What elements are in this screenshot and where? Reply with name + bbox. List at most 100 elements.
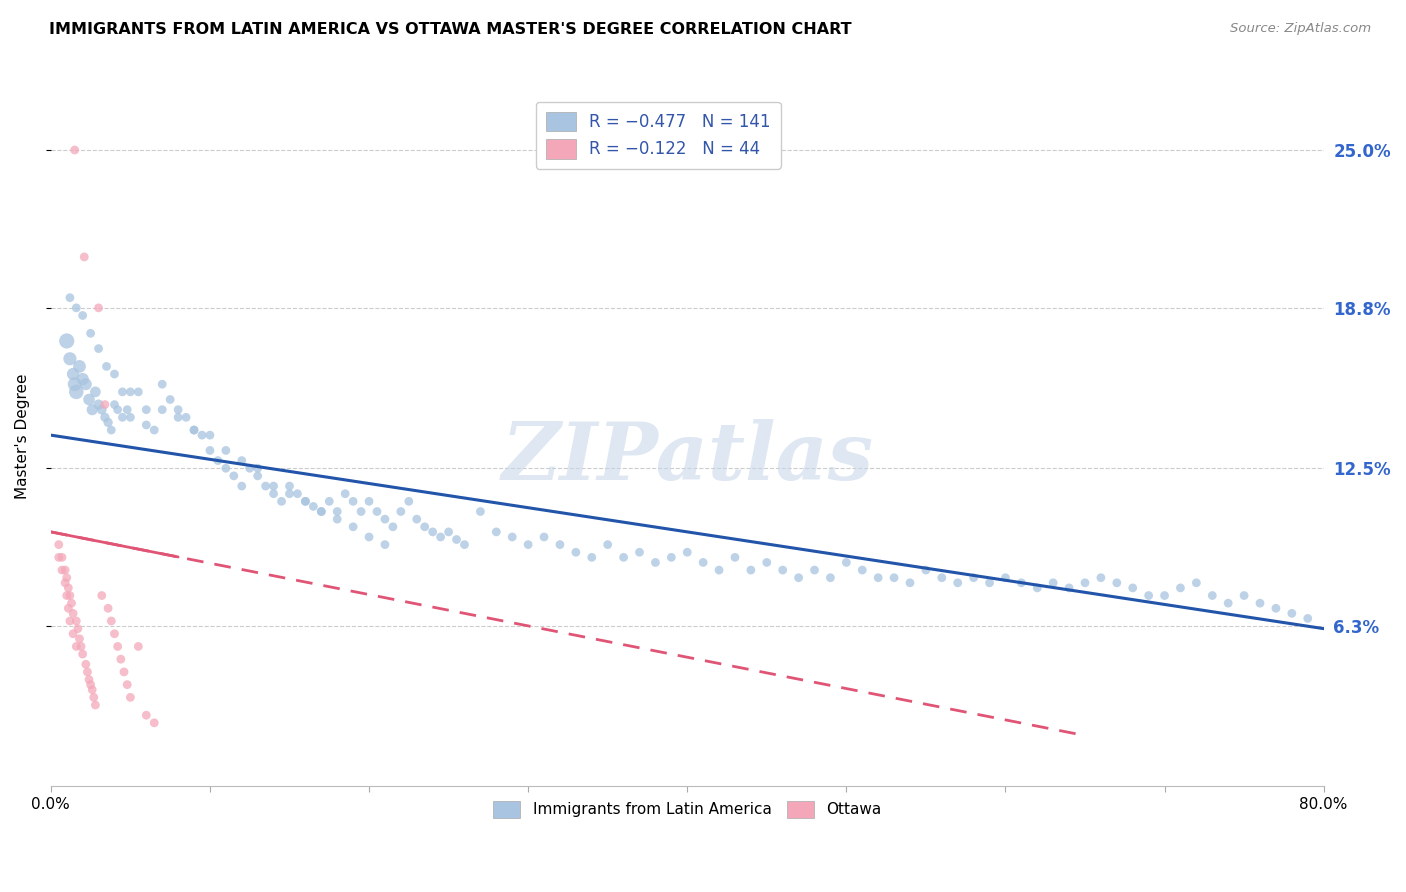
Point	[659, 550, 682, 565]
Point	[287, 486, 309, 500]
Point	[65, 301, 87, 315]
Point	[1170, 581, 1192, 595]
Point	[183, 423, 205, 437]
Point	[851, 563, 873, 577]
Point	[90, 402, 112, 417]
Point	[222, 468, 245, 483]
Point	[167, 410, 190, 425]
Point	[115, 678, 138, 692]
Point	[381, 520, 404, 534]
Point	[707, 563, 730, 577]
Point	[143, 423, 166, 437]
Point	[76, 665, 98, 679]
Point	[342, 520, 364, 534]
Point	[107, 640, 129, 654]
Point	[62, 626, 84, 640]
Point	[1026, 581, 1049, 595]
Point	[294, 494, 316, 508]
Point	[143, 715, 166, 730]
Point	[111, 384, 134, 399]
Point	[357, 494, 380, 508]
Point	[772, 563, 794, 577]
Point	[724, 550, 747, 565]
Point	[87, 301, 110, 315]
Point	[1042, 575, 1064, 590]
Point	[581, 550, 603, 565]
Point	[485, 524, 508, 539]
Point	[501, 530, 523, 544]
Text: ZIPatlas: ZIPatlas	[501, 418, 873, 496]
Point	[357, 530, 380, 544]
Point	[246, 468, 269, 483]
Point	[374, 538, 396, 552]
Point	[1074, 575, 1097, 590]
Point	[787, 571, 810, 585]
Point	[565, 545, 588, 559]
Point	[103, 626, 125, 640]
Point	[87, 342, 110, 356]
Point	[1296, 611, 1319, 625]
Point	[883, 571, 905, 585]
Point	[231, 479, 253, 493]
Point	[548, 538, 571, 552]
Point	[333, 486, 356, 500]
Point	[1090, 571, 1112, 585]
Point	[311, 504, 333, 518]
Point	[55, 571, 77, 585]
Legend: Immigrants from Latin America, Ottawa: Immigrants from Latin America, Ottawa	[486, 795, 887, 824]
Point	[55, 334, 77, 348]
Point	[191, 428, 214, 442]
Point	[77, 392, 100, 407]
Point	[72, 309, 94, 323]
Point	[1249, 596, 1271, 610]
Point	[915, 563, 938, 577]
Point	[107, 402, 129, 417]
Point	[278, 479, 301, 493]
Point	[112, 665, 135, 679]
Point	[1185, 575, 1208, 590]
Point	[1281, 607, 1303, 621]
Point	[97, 416, 120, 430]
Point	[120, 410, 142, 425]
Point	[70, 640, 93, 654]
Point	[366, 504, 388, 518]
Point	[1105, 575, 1128, 590]
Point	[326, 504, 349, 518]
Point	[302, 500, 325, 514]
Point	[931, 571, 953, 585]
Point	[470, 504, 492, 518]
Point	[342, 494, 364, 508]
Point	[835, 556, 858, 570]
Point	[215, 461, 238, 475]
Point	[72, 647, 94, 661]
Point	[263, 486, 285, 500]
Point	[75, 377, 97, 392]
Point	[159, 392, 181, 407]
Point	[755, 556, 778, 570]
Point	[111, 410, 134, 425]
Point	[65, 384, 87, 399]
Point	[94, 398, 117, 412]
Point	[231, 453, 253, 467]
Point	[100, 423, 122, 437]
Point	[69, 632, 91, 646]
Point	[517, 538, 540, 552]
Point	[62, 607, 84, 621]
Point	[83, 690, 105, 705]
Point	[87, 398, 110, 412]
Point	[692, 556, 714, 570]
Point	[446, 533, 468, 547]
Point	[294, 494, 316, 508]
Point	[311, 504, 333, 518]
Point	[183, 423, 205, 437]
Point	[127, 640, 149, 654]
Point	[66, 622, 89, 636]
Point	[898, 575, 921, 590]
Point	[533, 530, 555, 544]
Point	[59, 589, 82, 603]
Point	[82, 402, 104, 417]
Point	[676, 545, 699, 559]
Point	[1010, 575, 1032, 590]
Point	[1122, 581, 1144, 595]
Point	[53, 563, 76, 577]
